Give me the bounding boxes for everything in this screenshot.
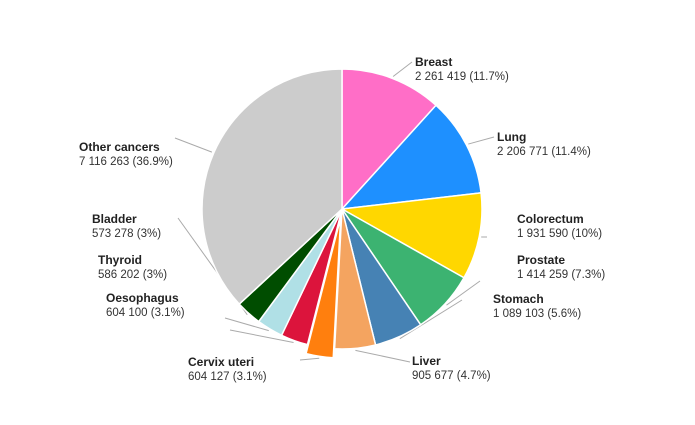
leader-line xyxy=(399,299,463,340)
pie-slice-lung xyxy=(340,104,482,210)
slice-label-name: Oesophagus xyxy=(106,291,179,305)
leader-line xyxy=(174,137,213,153)
slice-label-value: 586 202 (3%) xyxy=(98,269,167,281)
leader-line xyxy=(392,61,413,77)
slice-label-value: 2 261 419 (11.7%) xyxy=(415,71,509,83)
pie-slice-liver xyxy=(333,208,377,350)
slice-label-value: 905 677 (4.7%) xyxy=(412,370,491,382)
slice-label-name: Thyroid xyxy=(98,253,142,267)
slice-label-name: Cervix uteri xyxy=(188,355,254,369)
pie-slice-cervix-uteri xyxy=(305,217,342,359)
slice-label-value: 1 931 590 (10%) xyxy=(517,228,602,240)
slice-label-name: Bladder xyxy=(92,212,137,226)
leader-line xyxy=(224,317,269,332)
leader-line xyxy=(355,349,411,363)
slice-labels: Breast 2 261 419 (11.7%) Lung 2 206 771 (11… xyxy=(79,55,605,383)
slice-label-value: 573 278 (3%) xyxy=(92,228,161,240)
slice-label-name: Other cancers xyxy=(79,140,160,154)
pie-slice-other-cancers xyxy=(201,68,343,306)
pie-slice-colorectum xyxy=(339,192,483,279)
slice-label-value: 1 414 259 (7.3%) xyxy=(517,269,605,281)
leader-line xyxy=(468,136,495,145)
slice-label-name: Lung xyxy=(497,130,526,144)
leader-line xyxy=(446,280,481,306)
pie-slices xyxy=(201,68,483,359)
slice-label-name: Liver xyxy=(412,354,441,368)
slice-label-name: Prostate xyxy=(517,253,565,267)
slice-label-value: 604 100 (3.1%) xyxy=(106,307,185,319)
leader-line xyxy=(229,329,294,343)
leader-line xyxy=(299,357,320,361)
slice-label-value: 604 127 (3.1%) xyxy=(188,371,267,383)
slice-label-value: 2 206 771 (11.4%) xyxy=(497,146,591,158)
slice-label-name: Stomach xyxy=(493,292,544,306)
slice-label-name: Breast xyxy=(415,55,452,69)
slice-label-value: 7 116 263 (36.9%) xyxy=(79,156,173,168)
pie-slice-breast xyxy=(341,68,438,211)
slice-label-value: 1 089 103 (5.6%) xyxy=(493,308,581,320)
slice-label-name: Colorectum xyxy=(517,212,584,226)
